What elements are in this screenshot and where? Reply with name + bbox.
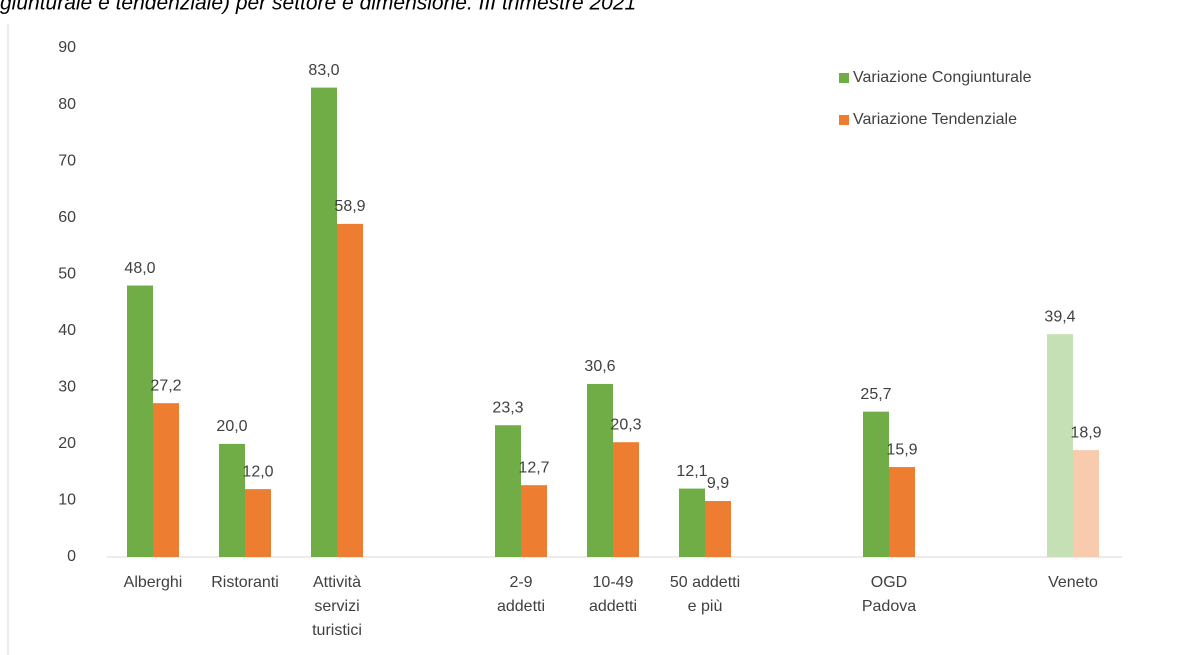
data-label: 15,9 [886,441,917,458]
data-label: 25,7 [860,386,891,403]
bar [521,485,547,557]
bar [679,488,705,557]
x-tick-label: Attività servizi turistici [312,574,362,639]
bar [613,442,639,557]
y-tick-label: 60 [58,209,76,226]
legend-swatch [839,115,849,125]
x-tick-label: 10-49 addetti [589,574,637,615]
x-tick-label: Ristoranti [211,574,279,591]
x-tick-label: OGD Padova [862,574,916,615]
x-tick-label-line: 2-9 [509,574,532,591]
data-label: 39,4 [1044,308,1075,325]
data-label: 20,3 [610,416,641,433]
y-tick-label: 50 [58,265,76,282]
data-label: 18,9 [1070,424,1101,441]
x-tick-label: 50 addetti e più [670,574,740,615]
y-tick-label: 20 [58,435,76,452]
y-tick-label: 70 [58,152,76,169]
x-tick-label: 2-9 addetti [497,574,545,615]
x-tick-label-line: turistici [312,622,362,639]
y-tick-label: 40 [58,322,76,339]
x-tick-label-line: 10-49 [593,574,634,591]
x-tick-label-line: 50 addetti [670,574,740,591]
legend-swatch [839,73,849,83]
x-tick-label: Veneto [1048,574,1098,591]
bar [245,489,271,557]
data-label: 12,1 [676,463,707,480]
bar [127,285,153,557]
x-tick-label-line: Veneto [1048,574,1098,591]
bar [1073,450,1099,557]
x-tick-label-line: Alberghi [124,574,183,591]
bar [153,403,179,557]
data-label: 58,9 [334,198,365,215]
bar [889,467,915,557]
x-tick-label-line: Attività [313,574,361,591]
data-label: 12,7 [518,459,549,476]
data-label: 20,0 [216,418,247,435]
data-label: 23,3 [492,399,523,416]
x-tick-label-line: addetti [497,598,545,615]
data-label: 83,0 [308,62,339,79]
bar [1047,334,1073,557]
legend-label: Variazione Congiunturale [853,69,1032,86]
y-tick-label: 30 [58,379,76,396]
bar [337,223,363,558]
bar [863,411,889,557]
data-label: 48,0 [124,260,155,277]
data-label: 12,0 [242,463,273,480]
bar [495,425,521,557]
x-tick-label-line: Ristoranti [211,574,279,591]
y-tick-label: 10 [58,492,76,509]
bar [587,383,613,557]
chart-title: giunturale e tendenziale) per settore e … [0,0,636,15]
x-tick-label-line: addetti [589,598,637,615]
x-tick-label-line: e più [688,598,723,615]
y-tick-label: 90 [58,39,76,56]
x-tick-label-line: Padova [862,598,916,615]
bar [219,443,245,557]
bar [311,87,337,557]
y-tick-label: 0 [67,548,76,565]
data-label: 30,6 [584,358,615,375]
x-tick-label-line: servizi [314,598,359,615]
x-tick-label: Alberghi [124,574,183,591]
legend-label: Variazione Tendenziale [853,111,1017,128]
y-tick-label: 80 [58,96,76,113]
bar [705,501,731,557]
x-tick-label-line: OGD [871,574,907,591]
data-label: 27,2 [150,377,181,394]
data-label: 9,9 [707,475,729,492]
